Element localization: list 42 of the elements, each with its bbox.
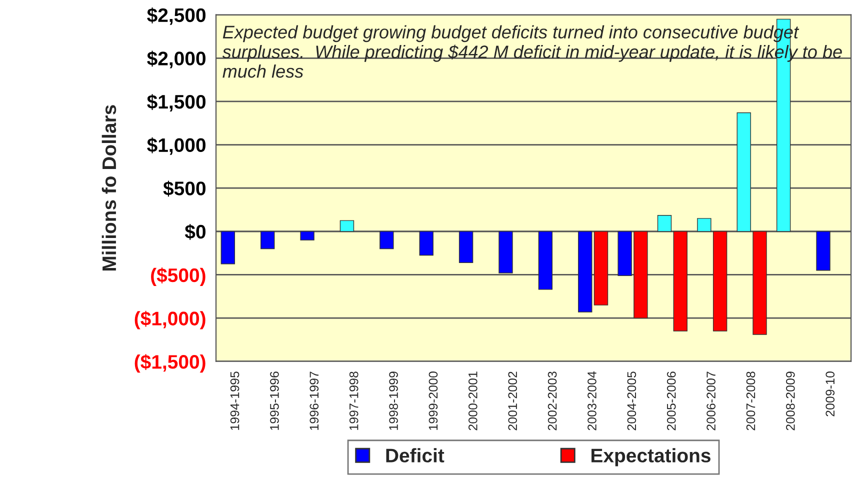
y-tick-label: $2,000 (147, 50, 206, 68)
bar (380, 231, 394, 250)
x-tick-label: 1995-1996 (270, 372, 279, 430)
y-tick-label: $2,500 (147, 7, 206, 25)
x-tick-label: 2009-10 (826, 372, 835, 416)
y-tick-label: $1,000 (147, 137, 206, 155)
legend-label: Expectations (592, 448, 710, 466)
bar (538, 231, 553, 290)
y-axis-title: Millions fo Dollars (102, 105, 116, 271)
bar (673, 231, 688, 332)
bar (260, 231, 275, 250)
y-tick-label: ($500) (151, 268, 206, 286)
bar (498, 231, 513, 274)
x-tick-label: 1997-1998 (349, 372, 358, 430)
y-tick-label: ($1,500) (134, 354, 206, 373)
x-tick-label: 2005-2006 (666, 372, 676, 430)
y-tick-label: $0 (184, 224, 206, 240)
bar (816, 231, 830, 271)
legend-label: Deficit (386, 448, 444, 462)
bar (220, 231, 236, 264)
bar (594, 231, 608, 306)
bar (458, 231, 474, 263)
x-tick-label: 1998-1999 (389, 372, 398, 430)
bar (578, 231, 592, 312)
x-tick-label: 2008-2009 (786, 372, 795, 430)
y-tick-label: ($1,000) (134, 310, 206, 330)
x-tick-label: 2003-2004 (588, 371, 596, 430)
bar (340, 220, 354, 232)
x-tick-label: 2002-2003 (548, 372, 557, 430)
bar (657, 215, 672, 232)
x-tick-label: 1994-1995 (230, 372, 240, 430)
x-tick-label: 2004-2005 (627, 372, 636, 430)
x-tick-label: 2000-2001 (468, 372, 478, 430)
x-tick-label: 2001-2002 (508, 372, 518, 430)
bar (300, 231, 314, 240)
bar (419, 231, 434, 256)
x-tick-label: 1996-1997 (310, 372, 319, 430)
x-tick-label: 2006-2007 (706, 372, 716, 430)
x-tick-label: 2007-2008 (746, 372, 756, 430)
y-tick-label: $500 (163, 180, 206, 197)
y-tick-label: $1,500 (147, 94, 206, 112)
x-tick-label: 1999-2000 (428, 372, 438, 430)
